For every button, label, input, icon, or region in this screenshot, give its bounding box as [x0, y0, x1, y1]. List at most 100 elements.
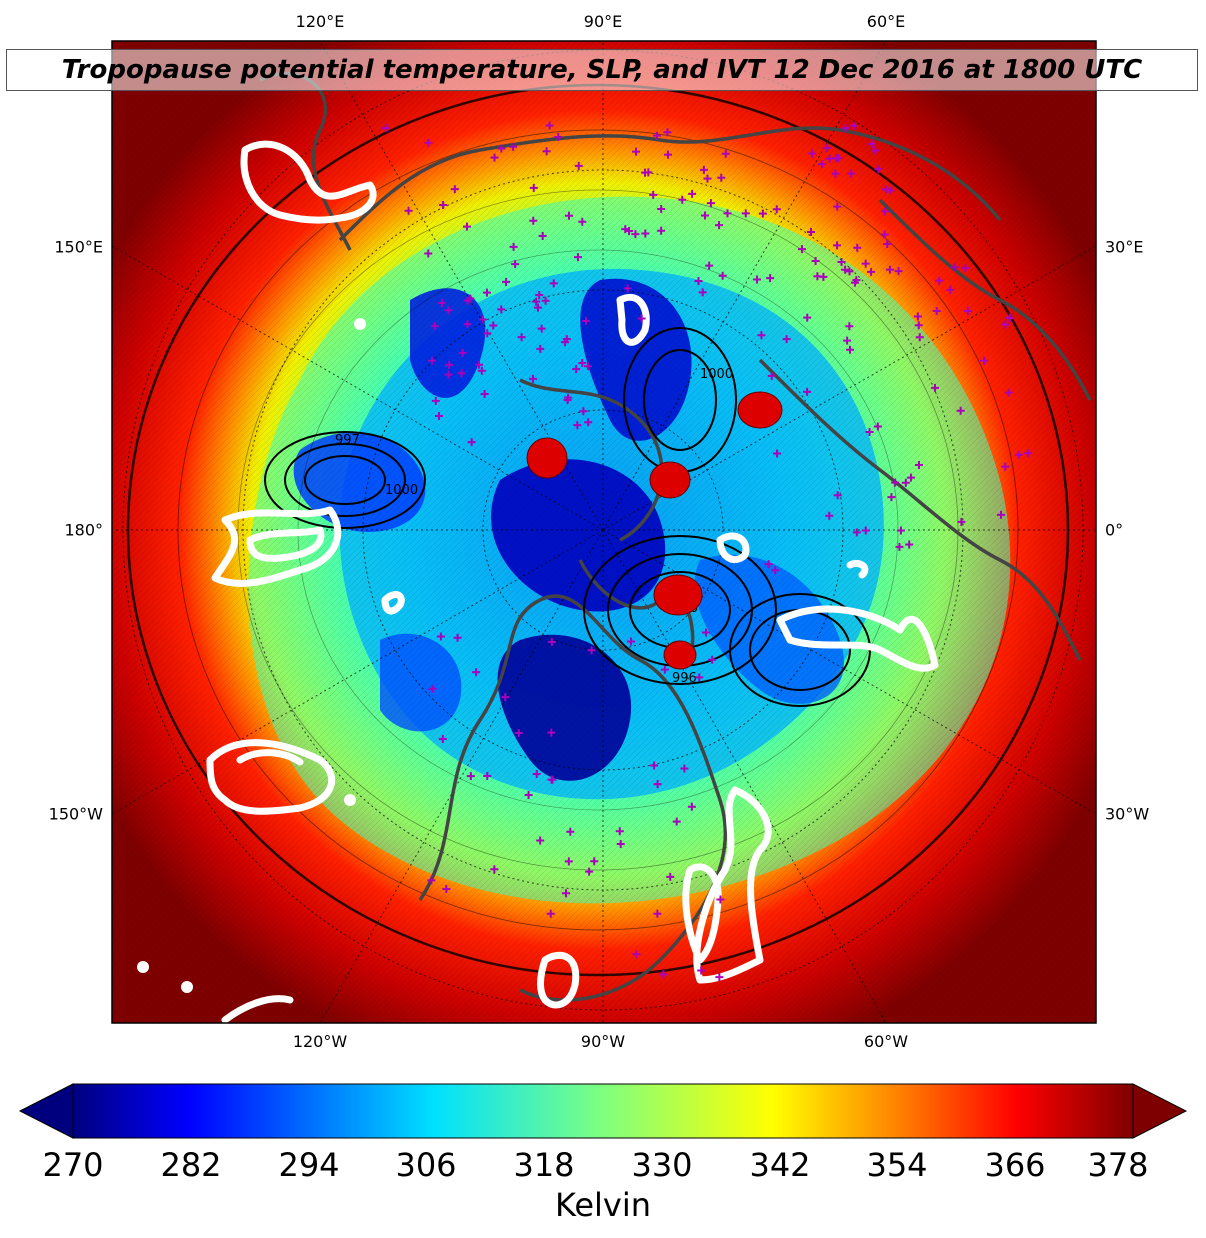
station-marker: [497, 305, 506, 314]
station-marker: [431, 396, 440, 405]
ivt-contour-pacific-east-inner: [236, 749, 304, 766]
station-marker: [528, 374, 537, 383]
station-marker: [847, 169, 856, 178]
ivt-contour-small: [381, 591, 405, 615]
station-marker: [930, 383, 939, 392]
station-marker: [424, 249, 433, 258]
station-marker: [482, 288, 491, 297]
station-marker: [561, 889, 570, 898]
station-marker: [817, 160, 826, 169]
station-marker: [585, 867, 594, 876]
station-marker: [891, 478, 900, 487]
station-marker: [626, 637, 635, 646]
high-markers: [526, 391, 783, 670]
station-marker: [466, 294, 475, 303]
station-marker: [444, 306, 453, 315]
station-marker: [680, 764, 689, 773]
north-america-coast: [418, 594, 727, 1002]
station-marker: [980, 356, 989, 365]
station-marker: [895, 542, 904, 551]
colorbar: [18, 1083, 1188, 1139]
station-marker: [483, 772, 492, 781]
station-marker: [660, 665, 669, 674]
station-marker: [841, 265, 850, 274]
station-marker: [813, 272, 822, 281]
station-marker: [532, 297, 541, 306]
station-marker: [578, 217, 587, 226]
station-marker: [554, 132, 563, 141]
lon-label-top: 60°E: [866, 12, 906, 31]
station-marker: [650, 761, 659, 770]
station-marker: [616, 839, 625, 848]
station-marker: [881, 207, 890, 216]
slp-label: 997: [335, 433, 360, 448]
station-marker: [852, 276, 861, 285]
station-marker: [846, 345, 855, 354]
ivt-dot: [181, 981, 193, 993]
station-marker: [701, 628, 710, 637]
station-marker: [435, 412, 444, 421]
station-marker: [741, 209, 750, 218]
station-marker: [721, 149, 730, 158]
station-marker: [867, 139, 876, 148]
station-marker: [467, 438, 476, 447]
station-marker: [932, 306, 941, 315]
station-marker: [466, 772, 475, 781]
slp-label: 1000: [385, 483, 418, 498]
station-marker: [833, 241, 842, 250]
station-marker: [1001, 320, 1010, 329]
colorbar-tick: 282: [160, 1146, 222, 1184]
lon-label-bottom: 90°W: [580, 1032, 626, 1051]
station-marker: [564, 857, 573, 866]
station-marker: [453, 633, 462, 642]
station-marker: [715, 973, 724, 982]
station-marker: [845, 322, 854, 331]
ivt-contour-pacific-west-inner: [246, 526, 325, 562]
colorbar-tick: 270: [42, 1146, 104, 1184]
station-marker: [956, 406, 965, 415]
station-marker: [590, 857, 599, 866]
station-marker: [514, 728, 523, 737]
station-marker: [695, 673, 704, 682]
station-marker: [632, 147, 641, 156]
ivt-contours: [206, 140, 939, 1023]
station-marker: [717, 173, 726, 182]
station-marker: [542, 147, 551, 156]
station-marker: [905, 540, 914, 549]
station-marker: [914, 461, 923, 470]
station-marker: [480, 389, 489, 398]
arctic-islands: [519, 378, 664, 542]
station-marker: [450, 185, 459, 194]
lon-label-right: 30°E: [1105, 237, 1144, 257]
station-marker: [885, 265, 894, 274]
colorbar-tick: 342: [749, 1146, 811, 1184]
ivt-contour-arctic: [616, 293, 650, 346]
colorbar-extend-high: [1132, 1083, 1188, 1139]
station-marker: [881, 185, 890, 194]
station-marker: [517, 333, 526, 342]
colorbar-label: Kelvin: [554, 1186, 652, 1224]
station-marker: [657, 204, 666, 213]
station-marker: [853, 243, 862, 252]
station-marker: [573, 253, 582, 262]
station-marker: [381, 124, 390, 133]
station-marker: [772, 205, 781, 214]
ivt-contour-pacific-north: [240, 140, 377, 224]
lon-label-left: 150°E: [54, 237, 103, 257]
station-marker: [502, 277, 511, 286]
ivt-contour-bottom: [221, 995, 294, 1023]
lon-label-right: 30°W: [1105, 804, 1150, 824]
lon-label-left: 150°W: [48, 804, 103, 824]
station-markers: [381, 121, 1033, 982]
station-marker: [657, 226, 666, 235]
station-marker: [532, 769, 541, 778]
station-marker: [547, 728, 556, 737]
station-marker: [536, 344, 545, 353]
station-marker: [764, 560, 773, 569]
station-marker: [700, 211, 709, 220]
colorbar-bar: [72, 1083, 1134, 1139]
station-marker: [489, 321, 498, 330]
lon-label-top: 120°E: [295, 12, 345, 31]
station-marker: [871, 146, 880, 155]
station-marker: [442, 884, 451, 893]
